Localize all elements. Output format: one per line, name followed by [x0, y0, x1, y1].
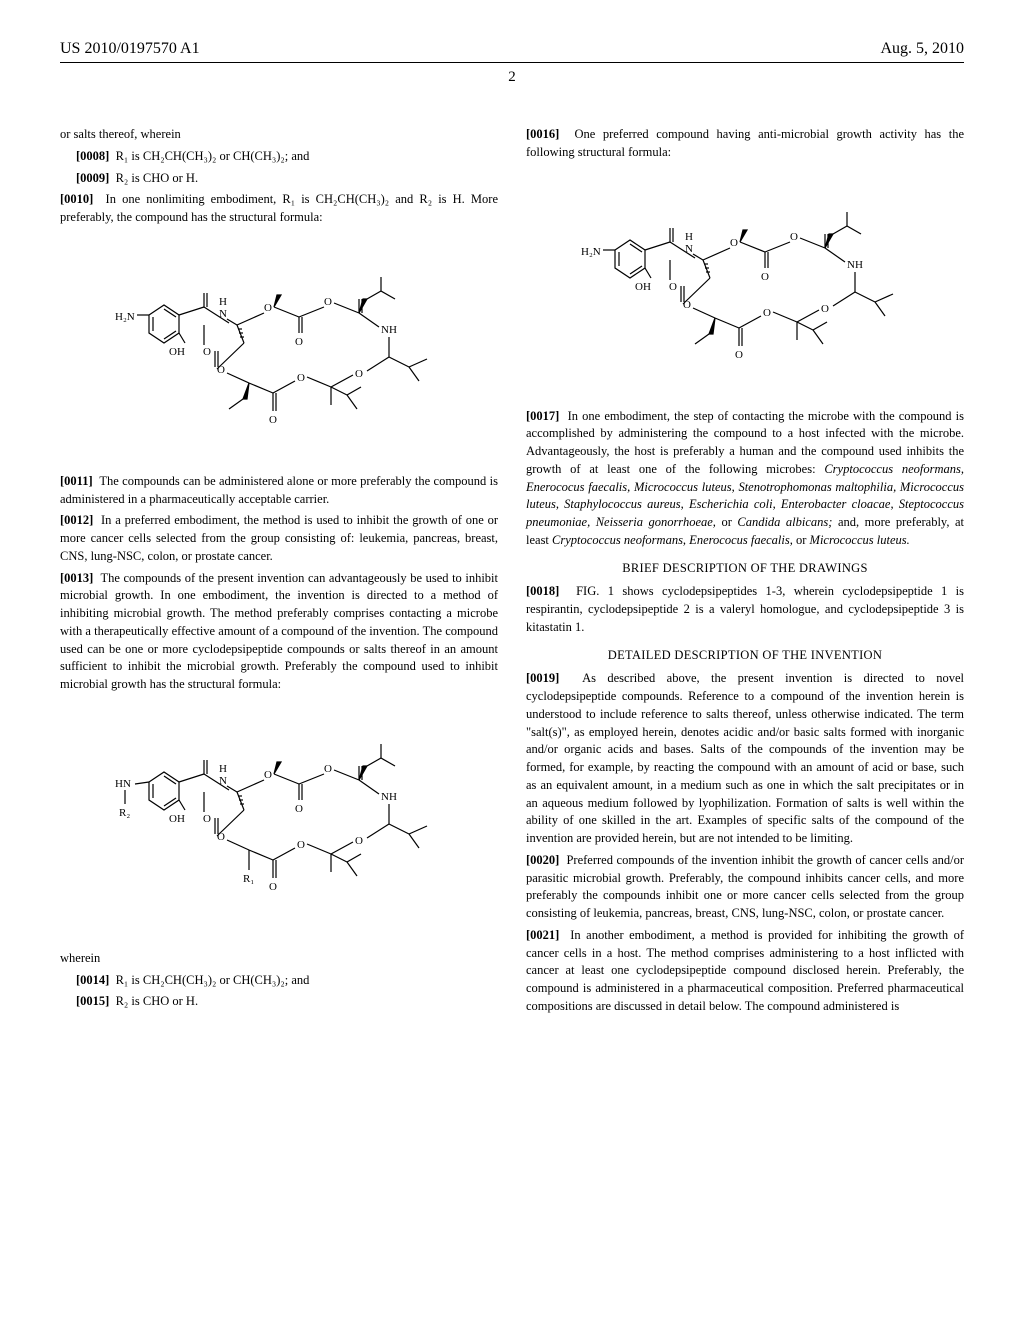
svg-text:H₂N: H₂N: [581, 246, 601, 258]
svg-text:O: O: [763, 307, 771, 319]
chemical-structure-2: HN R₂ OH H N O: [109, 712, 449, 932]
para-text: R₁ is CH₂CH(CH₃)₂ or CH(CH₃)₂; and: [116, 149, 310, 163]
heading-detailed-description: DETAILED DESCRIPTION OF THE INVENTION: [526, 647, 964, 665]
para-num: [0013]: [60, 571, 93, 585]
svg-text:O: O: [324, 763, 332, 775]
para-0014: [0014] R₁ is CH₂CH(CH₃)₂ or CH(CH₃)₂; an…: [60, 972, 498, 990]
para-num: [0012]: [60, 513, 93, 527]
para-0016: [0016] One preferred compound having ant…: [526, 126, 964, 162]
para-0009: [0009] R₂ is CHO or H.: [60, 170, 498, 188]
svg-text:NH: NH: [381, 324, 397, 336]
para-text: R₁ is CH₂CH(CH₃)₂ or CH(CH₃)₂; and: [116, 973, 310, 987]
microbe-list-3: Cryptococcus neoformans, Enerococus faec…: [552, 533, 793, 547]
para-0015: [0015] R₂ is CHO or H.: [60, 993, 498, 1011]
para-num: [0009]: [76, 171, 109, 185]
svg-text:O: O: [269, 881, 277, 893]
para-text: The compounds of the present invention c…: [60, 571, 498, 692]
para-text: Preferred compounds of the invention inh…: [526, 853, 964, 920]
svg-text:O: O: [355, 835, 363, 847]
svg-text:R₂: R₂: [119, 807, 130, 819]
page-number: 2: [60, 69, 964, 86]
para-num: [0008]: [76, 149, 109, 163]
right-column: [0016] One preferred compound having ant…: [526, 126, 964, 1020]
para-0012: [0012] In a preferred embodiment, the me…: [60, 512, 498, 565]
para-num: [0018]: [526, 584, 559, 598]
svg-text:O: O: [355, 368, 363, 380]
svg-text:O: O: [203, 813, 211, 825]
svg-text:OH: OH: [635, 281, 651, 293]
svg-text:H: H: [685, 231, 693, 243]
para-num: [0015]: [76, 994, 109, 1008]
svg-text:O: O: [295, 803, 303, 815]
svg-text:O: O: [264, 302, 272, 314]
svg-text:O: O: [324, 296, 332, 308]
svg-text:O: O: [295, 336, 303, 348]
svg-text:O: O: [730, 237, 738, 249]
svg-text:O: O: [669, 281, 677, 293]
para-num: [0017]: [526, 409, 559, 423]
svg-text:N: N: [685, 243, 693, 255]
para-text: In another embodiment, a method is provi…: [526, 928, 964, 1013]
svg-text:O: O: [203, 346, 211, 358]
para-0010: [0010] In one nonlimiting embodiment, R₁…: [60, 191, 498, 227]
svg-text:HN: HN: [115, 778, 131, 790]
patent-number: US 2010/0197570 A1: [60, 40, 200, 58]
microbe-list-4: Micrococcus luteus.: [810, 533, 910, 547]
svg-text:O: O: [761, 271, 769, 283]
para-0019: [0019] As described above, the present i…: [526, 670, 964, 848]
para-text: R₂ is CHO or H.: [116, 994, 199, 1008]
para-text: The compounds can be administered alone …: [60, 474, 498, 506]
para-0008: [0008] R₁ is CH₂CH(CH₃)₂ or CH(CH₃)₂; an…: [60, 148, 498, 166]
svg-text:O: O: [264, 769, 272, 781]
para-num: [0021]: [526, 928, 559, 942]
para-text: In a preferred embodiment, the method is…: [60, 513, 498, 563]
svg-text:OH: OH: [169, 813, 185, 825]
para-num: [0011]: [60, 474, 93, 488]
svg-text:O: O: [790, 231, 798, 243]
left-column: or salts thereof, wherein [0008] R₁ is C…: [60, 126, 498, 1020]
microbe-list-2: Candida albicans;: [737, 515, 832, 529]
para-text: R₂ is CHO or H.: [116, 171, 199, 185]
para-0021: [0021] In another embodiment, a method i…: [526, 927, 964, 1016]
para-text-b: or: [716, 515, 737, 529]
svg-text:O: O: [297, 839, 305, 851]
para-text: As described above, the present inventio…: [526, 671, 964, 845]
para-num: [0019]: [526, 671, 559, 685]
wherein-line: wherein: [60, 950, 498, 968]
para-0018: [0018] FIG. 1 shows cyclodepsipeptides 1…: [526, 583, 964, 636]
svg-text:O: O: [821, 303, 829, 315]
svg-text:O: O: [297, 372, 305, 384]
para-0013: [0013] The compounds of the present inve…: [60, 570, 498, 694]
svg-text:NH: NH: [381, 791, 397, 803]
para-text: One preferred compound having anti-micro…: [526, 127, 964, 159]
svg-text:N: N: [219, 775, 227, 787]
patent-date: Aug. 5, 2010: [880, 40, 964, 58]
para-num: [0014]: [76, 973, 109, 987]
para-text-d: or: [793, 533, 810, 547]
svg-text:O: O: [269, 414, 277, 426]
svg-text:R₁: R₁: [243, 873, 254, 885]
para-0017: [0017] In one embodiment, the step of co…: [526, 408, 964, 550]
para-text: FIG. 1 shows cyclodepsipeptides 1-3, whe…: [526, 584, 964, 634]
svg-text:N: N: [219, 308, 227, 320]
header-bar: US 2010/0197570 A1 Aug. 5, 2010: [60, 40, 964, 63]
para-num: [0020]: [526, 853, 559, 867]
intro-line: or salts thereof, wherein: [60, 126, 498, 144]
chemical-structure-1: H₂N OH H N: [109, 245, 449, 455]
svg-text:H: H: [219, 763, 227, 775]
content-columns: or salts thereof, wherein [0008] R₁ is C…: [60, 126, 964, 1020]
svg-text:OH: OH: [169, 346, 185, 358]
para-0020: [0020] Preferred compounds of the invent…: [526, 852, 964, 923]
svg-text:H₂N: H₂N: [115, 311, 135, 323]
para-num: [0016]: [526, 127, 559, 141]
para-num: [0010]: [60, 192, 93, 206]
svg-text:O: O: [735, 349, 743, 361]
svg-text:NH: NH: [847, 259, 863, 271]
svg-text:H: H: [219, 296, 227, 308]
heading-brief-description: BRIEF DESCRIPTION OF THE DRAWINGS: [526, 560, 964, 578]
para-text: In one nonlimiting embodiment, R₁ is CH₂…: [60, 192, 498, 224]
para-0011: [0011] The compounds can be administered…: [60, 473, 498, 509]
chemical-structure-3: H₂N OH H N O: [575, 180, 915, 390]
